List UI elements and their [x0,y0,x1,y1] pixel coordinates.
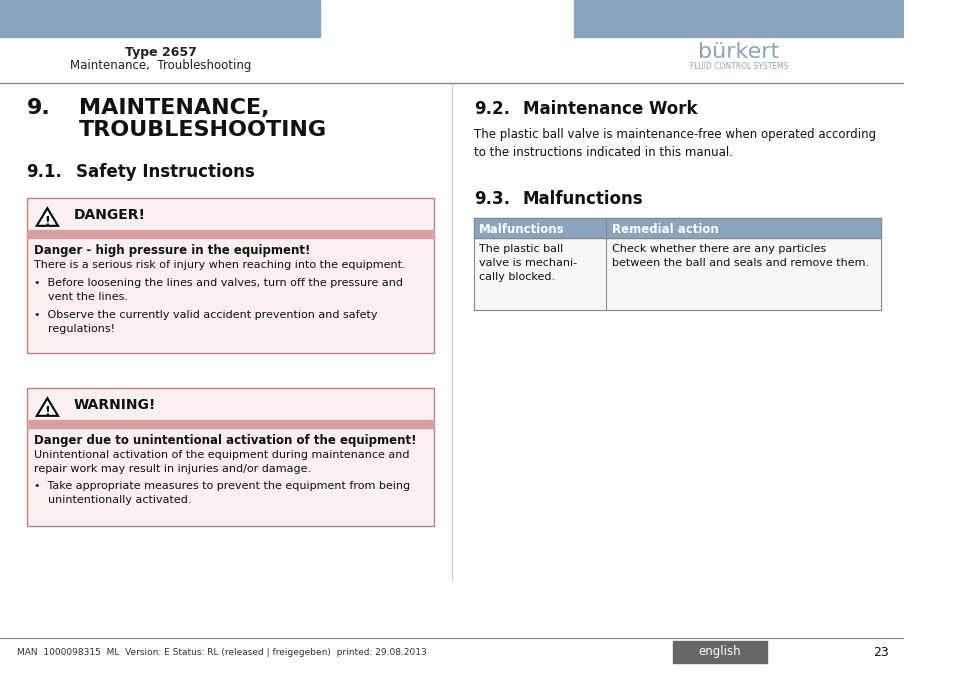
Text: bürkert: bürkert [698,42,779,62]
FancyBboxPatch shape [473,218,606,238]
FancyBboxPatch shape [703,10,715,22]
Text: •  Take appropriate measures to prevent the equipment from being
    unintention: • Take appropriate measures to prevent t… [34,481,410,505]
Text: !: ! [45,215,51,228]
Text: MAINTENANCE,: MAINTENANCE, [78,98,269,118]
Text: WARNING!: WARNING! [73,398,156,412]
Text: The plastic ball valve is maintenance-free when operated according
to the instru: The plastic ball valve is maintenance-fr… [473,128,875,159]
Text: 9.2.: 9.2. [473,100,509,118]
FancyBboxPatch shape [662,10,674,22]
Text: Maintenance Work: Maintenance Work [522,100,697,118]
Text: 23: 23 [872,645,888,658]
FancyBboxPatch shape [0,0,320,37]
Polygon shape [37,208,58,226]
Text: TROUBLESHOOTING: TROUBLESHOOTING [78,120,327,140]
FancyBboxPatch shape [606,238,880,310]
FancyBboxPatch shape [574,0,902,37]
Text: !: ! [45,405,51,418]
Text: Malfunctions: Malfunctions [478,223,564,236]
Text: FLUID CONTROL SYSTEMS: FLUID CONTROL SYSTEMS [689,62,787,71]
Polygon shape [37,398,58,416]
FancyBboxPatch shape [473,238,606,310]
FancyBboxPatch shape [672,641,766,663]
Text: Maintenance,  Troubleshooting: Maintenance, Troubleshooting [71,59,252,72]
Text: Danger due to unintentional activation of the equipment!: Danger due to unintentional activation o… [34,434,416,447]
FancyBboxPatch shape [27,230,434,238]
Text: Check whether there are any particles
between the ball and seals and remove them: Check whether there are any particles be… [611,244,868,268]
Text: 9.1.: 9.1. [27,163,62,181]
Text: MAN  1000098315  ML  Version: E Status: RL (released | freigegeben)  printed: 29: MAN 1000098315 ML Version: E Status: RL … [17,648,426,657]
Text: There is a serious risk of injury when reaching into the equipment.: There is a serious risk of injury when r… [34,260,405,270]
Text: 9.: 9. [27,98,51,118]
Text: 9.3.: 9.3. [473,190,509,208]
FancyBboxPatch shape [606,218,880,238]
Text: Malfunctions: Malfunctions [522,190,643,208]
Text: Type 2657: Type 2657 [125,46,196,59]
Text: english: english [698,645,740,658]
FancyBboxPatch shape [27,420,434,428]
Text: DANGER!: DANGER! [73,208,146,222]
FancyBboxPatch shape [27,388,434,526]
Text: •  Before loosening the lines and valves, turn off the pressure and
    vent the: • Before loosening the lines and valves,… [34,278,403,302]
Text: Remedial action: Remedial action [611,223,718,236]
FancyBboxPatch shape [27,198,434,353]
Text: Safety Instructions: Safety Instructions [75,163,254,181]
Text: Danger - high pressure in the equipment!: Danger - high pressure in the equipment! [34,244,310,257]
FancyBboxPatch shape [677,10,700,22]
Text: The plastic ball
valve is mechani-
cally blocked.: The plastic ball valve is mechani- cally… [478,244,577,282]
Text: Unintentional activation of the equipment during maintenance and
repair work may: Unintentional activation of the equipmen… [34,450,409,474]
Text: •  Observe the currently valid accident prevention and safety
    regulations!: • Observe the currently valid accident p… [34,310,377,334]
